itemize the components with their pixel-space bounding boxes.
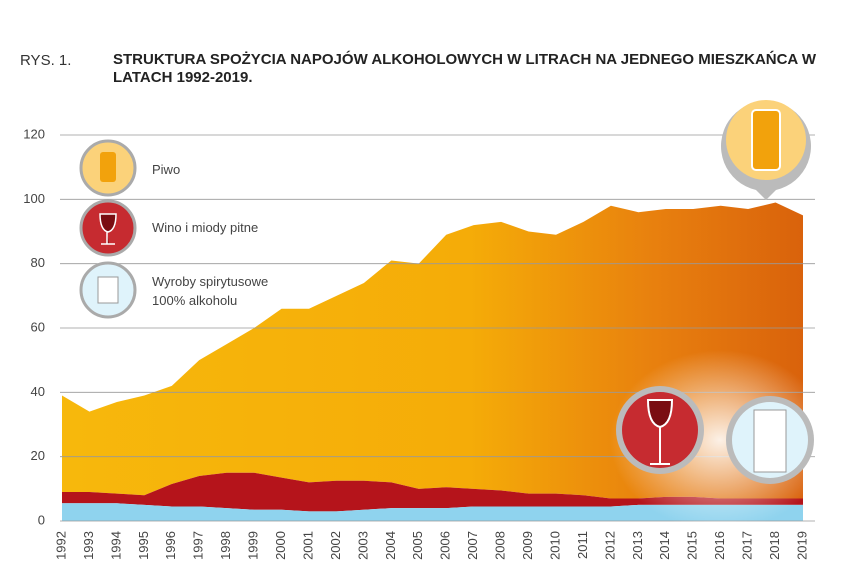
x-tick-label: 2000 <box>273 531 288 560</box>
x-tick-label: 1995 <box>136 531 151 560</box>
x-tick-label: 2004 <box>383 531 398 560</box>
figure-label: RYS. 1. <box>20 52 72 69</box>
x-tick-label: 1994 <box>108 531 123 560</box>
x-tick-label: 1997 <box>191 531 206 560</box>
y-tick-label: 80 <box>31 255 45 270</box>
x-tick-label: 2006 <box>438 531 453 560</box>
x-tick-label: 2012 <box>602 531 617 560</box>
x-tick-label: 2018 <box>767 531 782 560</box>
x-tick-label: 1996 <box>163 531 178 560</box>
legend-label: Wino i miody pitne <box>152 220 259 235</box>
x-tick-label: 1999 <box>246 531 261 560</box>
x-tick-label: 1993 <box>81 531 96 560</box>
y-tick-label: 40 <box>31 384 45 399</box>
x-tick-label: 2014 <box>657 531 672 560</box>
y-tick-label: 120 <box>23 126 45 141</box>
area <box>62 472 803 512</box>
x-tick-label: 2007 <box>465 531 480 560</box>
x-tick-label: 2003 <box>355 531 370 560</box>
x-tick-label: 2010 <box>547 531 562 560</box>
chart-title: STRUKTURA SPOŻYCIA NAPOJÓW ALKOHOLOWYCH … <box>113 51 817 86</box>
x-tick-label: 2013 <box>630 531 645 560</box>
area <box>62 503 803 521</box>
legend-icons <box>79 100 814 484</box>
x-tick-label: 2015 <box>685 531 700 560</box>
x-tick-label: 2009 <box>520 531 535 560</box>
x-tick-label: 1998 <box>218 531 233 560</box>
x-tick-label: 2016 <box>712 531 727 560</box>
legend-label: Wyroby spirytusowe 100% alkoholu <box>152 274 269 308</box>
x-tick-label: 2019 <box>794 531 809 560</box>
y-tick-label: 20 <box>31 448 45 463</box>
x-tick-label: 2005 <box>410 531 425 560</box>
x-tick-label: 2001 <box>300 531 315 560</box>
x-tick-label: 1992 <box>53 531 68 560</box>
x-tick-label: 2008 <box>493 531 508 560</box>
y-tick-label: 100 <box>23 191 45 206</box>
legend-label: Piwo <box>152 162 181 177</box>
x-tick-label: 2017 <box>740 531 755 560</box>
x-tick-label: 2002 <box>328 531 343 560</box>
x-tick-label: 2011 <box>575 531 590 559</box>
y-tick-label: 60 <box>31 319 45 334</box>
y-tick-label: 0 <box>38 512 45 527</box>
